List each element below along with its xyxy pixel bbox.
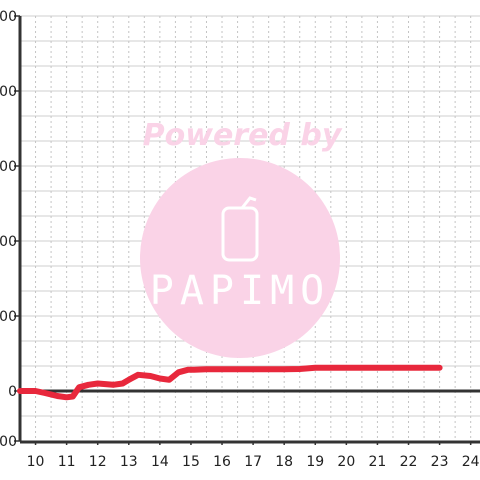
y-tick-label: 30,000 [0, 309, 17, 325]
x-tick-label: 16 [213, 454, 231, 470]
x-tick-label: 20 [337, 454, 355, 470]
y-tick-label: 120,000 [0, 84, 17, 100]
watermark-powered-text: Powered by [143, 118, 343, 153]
watermark-circle [140, 158, 340, 358]
y-tick-label: 90,000 [0, 159, 17, 175]
phone-icon-antenna [240, 196, 257, 209]
phone-icon [221, 206, 259, 262]
x-tick-label: 11 [58, 454, 76, 470]
x-tick-label: 15 [182, 454, 200, 470]
y-tick-label: 60,000 [0, 234, 17, 250]
x-tick-label: 22 [400, 454, 418, 470]
watermark: Powered by PAPIMO [140, 118, 343, 358]
x-tick-label: 10 [27, 454, 45, 470]
x-tick-label: 12 [89, 454, 107, 470]
x-tick-label: 23 [431, 454, 449, 470]
tick-labels: 150,000 120,000 90,000 60,000 30,000 0 -20,000… [0, 9, 480, 470]
grid [20, 15, 480, 442]
series-line [17, 364, 443, 401]
x-tick-label: 14 [151, 454, 169, 470]
watermark-brand-text: PAPIMO [150, 268, 331, 314]
x-tick-label: 21 [369, 454, 387, 470]
series-layer [17, 364, 443, 401]
x-tick-label: 24 [462, 454, 480, 470]
y-tick-label: 0 [8, 384, 17, 400]
y-tick-label: -20,000 [0, 434, 17, 450]
x-tick-label: 18 [275, 454, 293, 470]
x-tick-label: 13 [120, 454, 138, 470]
x-tick-label: 19 [306, 454, 324, 470]
y-tick-label: 150,000 [0, 9, 17, 25]
x-tick-label: 17 [244, 454, 262, 470]
axes [14, 15, 480, 445]
